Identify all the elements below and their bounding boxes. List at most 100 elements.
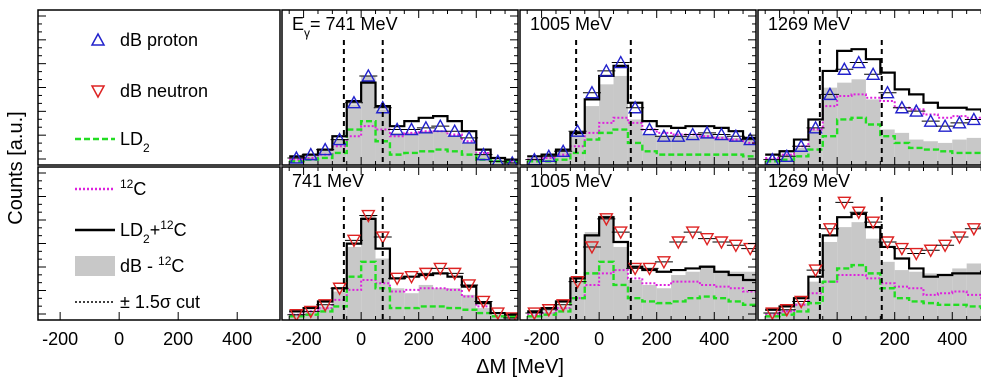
- point-dB-proton: [389, 122, 405, 136]
- point-dB-neutron: [765, 307, 780, 320]
- point-dB-proton: [808, 120, 823, 134]
- point-dB-neutron: [699, 232, 715, 247]
- point-dB-neutron: [361, 209, 376, 224]
- point-dB-proton: [541, 148, 556, 163]
- bar-dB-minus-12C: [404, 132, 419, 165]
- point-dB-neutron: [389, 272, 405, 286]
- bar-dB-minus-12C: [289, 314, 304, 320]
- bar-dB-minus-12C: [966, 263, 981, 320]
- bar-dB-minus-12C: [584, 106, 600, 165]
- bar-dB-minus-12C: [541, 154, 556, 165]
- panel-title-text: = 741 MeV: [310, 14, 398, 34]
- bar-dB-minus-12C: [909, 139, 924, 165]
- point-dB-proton: [613, 55, 628, 69]
- point-dB-neutron: [303, 305, 318, 319]
- bar-dB-minus-12C: [289, 157, 304, 165]
- panel-content: [287, 40, 518, 165]
- point-dB-proton: [779, 148, 794, 163]
- point-dB-proton: [685, 127, 700, 141]
- point-dB-proton: [699, 125, 715, 139]
- point-dB-proton: [584, 85, 600, 99]
- panel-title: 1269 MeV: [768, 14, 850, 34]
- point-dB-neutron: [418, 267, 434, 281]
- point-dB-neutron: [865, 216, 881, 230]
- bar-dB-minus-12C: [656, 288, 672, 320]
- legend-label: dB - 12C: [120, 254, 184, 276]
- legend-label-text: LD: [120, 220, 143, 240]
- bar-dB-minus-12C: [599, 215, 614, 320]
- bar-dB-minus-12C: [570, 281, 585, 320]
- point-dB-neutron: [476, 295, 491, 309]
- legend-label-text3: C: [174, 220, 187, 240]
- point-dB-neutron: [346, 234, 362, 248]
- panel-title: Eγ= 741 MeV: [292, 14, 398, 40]
- panel-title: 741 MeV: [292, 171, 364, 191]
- point-dB-proton: [447, 123, 462, 137]
- bar-dB-minus-12C: [685, 271, 700, 320]
- bar-dB-minus-12C: [490, 314, 506, 320]
- panel-bottom-1269: -200 0 200 400 1269 MeV: [757, 166, 981, 349]
- bar-dB-minus-12C: [685, 136, 700, 165]
- legend-label: 12C: [120, 177, 146, 199]
- bar-dB-minus-12C: [728, 137, 744, 165]
- point-dB-neutron: [555, 299, 571, 313]
- panel-title-text: 741 MeV: [292, 171, 364, 191]
- point-dB-neutron: [570, 275, 585, 290]
- bar-dB-minus-12C: [599, 84, 614, 165]
- panel-content: [525, 197, 756, 320]
- point-dB-proton: [461, 130, 477, 144]
- point-dB-neutron: [851, 206, 866, 220]
- y-axis-label: Counts [a.u.]: [5, 111, 27, 224]
- point-dB-neutron: [289, 308, 304, 320]
- bar-dB-minus-12C: [966, 137, 981, 165]
- panel-x-tick-label: 400: [699, 329, 729, 349]
- point-dB-neutron: [937, 239, 953, 253]
- legend-marker-triangle-down: [90, 85, 106, 99]
- panel-title: 1005 MeV: [530, 171, 612, 191]
- panel-x-tick-label: 0: [832, 329, 842, 349]
- line-LD2-plus-12C: [289, 81, 518, 161]
- panel-content: [763, 40, 981, 165]
- panel-x-tick-label: 0: [356, 329, 366, 349]
- point-dB-proton: [822, 86, 838, 101]
- panel-frame: [757, 9, 981, 166]
- panel-x-tick-label: 400: [937, 329, 967, 349]
- point-dB-proton: [404, 122, 419, 136]
- bar-dB-minus-12C: [433, 131, 448, 165]
- panel-x-tick-label: -200: [524, 329, 560, 349]
- bar-dB-minus-12C: [894, 132, 910, 165]
- legend-entry-C12: 12C: [75, 177, 146, 199]
- point-dB-proton: [289, 150, 304, 164]
- legend-tick-label: 200: [163, 329, 193, 349]
- point-dB-proton: [599, 63, 614, 77]
- bar-dB-minus-12C: [447, 288, 462, 320]
- point-dB-proton: [570, 123, 585, 137]
- legend-label: dB neutron: [120, 81, 208, 101]
- bar-dB-minus-12C: [837, 227, 852, 320]
- point-dB-proton: [880, 85, 895, 99]
- bar-dB-minus-12C: [743, 271, 756, 320]
- point-dB-neutron: [584, 241, 600, 255]
- point-dB-proton: [909, 103, 924, 117]
- line-LD2-plus-12C: [765, 212, 981, 311]
- bar-dB-minus-12C: [880, 261, 895, 320]
- bar-dB-minus-12C: [317, 306, 333, 320]
- legend-entry-dBp: dB proton: [90, 30, 198, 50]
- point-dB-neutron: [447, 267, 462, 281]
- point-dB-proton: [491, 153, 504, 165]
- point-dB-neutron: [627, 262, 643, 276]
- line-12C: [289, 278, 518, 318]
- panel-content: [763, 196, 981, 320]
- line-LD2: [289, 260, 518, 318]
- bar-dB-minus-12C: [808, 129, 823, 165]
- bar-dB-minus-12C: [389, 288, 405, 320]
- bar-dB-minus-12C: [937, 273, 953, 320]
- point-dB-proton: [642, 122, 657, 136]
- line-LD2: [765, 116, 981, 163]
- bar-dB-minus-12C: [923, 273, 938, 320]
- panel-title: 1269 MeV: [768, 171, 850, 191]
- point-dB-proton: [656, 128, 672, 142]
- panels: Eγ= 741 MeV 1005 MeV 1269 MeV -200 0 200 400 74…: [281, 9, 981, 349]
